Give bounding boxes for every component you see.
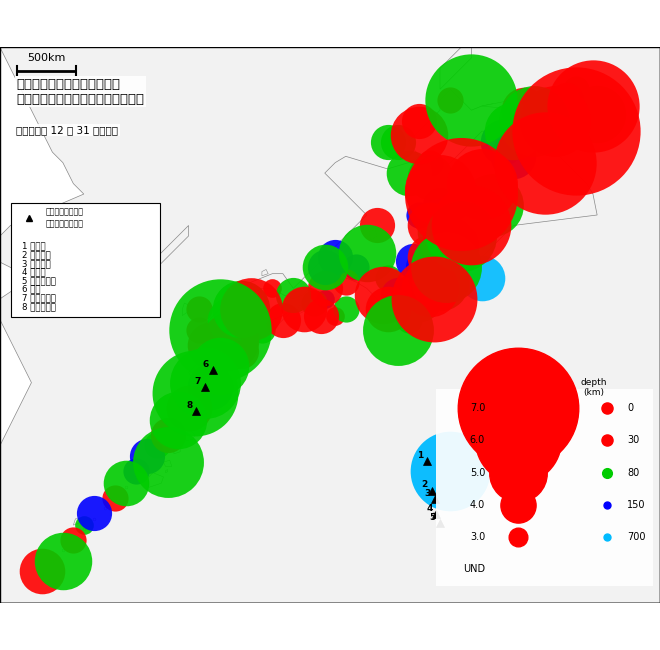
Text: 7: 7 [195,377,201,386]
Text: 6 桜島: 6 桜島 [22,285,41,294]
Polygon shape [166,469,168,473]
Polygon shape [189,309,262,383]
Text: M: M [512,384,524,397]
Text: 2 海徳海山: 2 海徳海山 [22,250,51,259]
Polygon shape [214,378,222,393]
Polygon shape [335,246,352,257]
Text: 700: 700 [627,532,645,542]
Polygon shape [440,47,471,89]
Polygon shape [400,307,403,309]
Text: depth
(km): depth (km) [581,378,607,397]
Text: 2: 2 [422,480,428,489]
Text: 5: 5 [430,514,436,523]
Polygon shape [424,459,428,462]
Polygon shape [182,303,189,315]
Text: 震度１以上を観測した地震と
火山現象に関する警報発表中の火山: 震度１以上を観測した地震と 火山現象に関する警報発表中の火山 [16,78,145,106]
Text: 8 諏訪之瀬島: 8 諏訪之瀬島 [22,302,56,311]
Text: 1 西之島: 1 西之島 [22,242,46,251]
Text: 3 噴火浅根: 3 噴火浅根 [22,259,51,268]
Text: 4: 4 [426,504,432,512]
Polygon shape [164,460,172,467]
Polygon shape [105,226,189,309]
Polygon shape [241,309,293,330]
Polygon shape [0,47,660,603]
FancyBboxPatch shape [436,389,653,586]
Text: 7 薩摩硫黄島: 7 薩摩硫黄島 [22,293,56,302]
Polygon shape [262,270,268,276]
Text: 0: 0 [627,403,633,413]
Text: 3: 3 [425,489,431,498]
Text: 6: 6 [203,360,209,369]
FancyBboxPatch shape [11,203,160,317]
Text: 30: 30 [627,436,640,445]
Text: 1: 1 [416,451,423,460]
Polygon shape [392,318,394,322]
Polygon shape [148,473,164,488]
Polygon shape [182,429,195,441]
Text: 5 福徳岡ノ場: 5 福徳岡ノ場 [22,276,56,285]
Text: 7.0: 7.0 [470,403,485,413]
Text: 500km: 500km [27,53,65,64]
Text: 3.0: 3.0 [470,532,485,542]
Text: UND: UND [463,564,485,575]
Text: 4 硫黄島: 4 硫黄島 [22,268,46,276]
Text: 火山現象に関する
警報発表中の火山: 火山現象に関する 警報発表中の火山 [46,208,84,228]
Polygon shape [405,301,407,305]
Polygon shape [199,104,597,341]
Text: 5.0: 5.0 [470,468,485,478]
Polygon shape [298,305,304,313]
Text: 4.0: 4.0 [470,500,485,510]
Polygon shape [174,445,180,454]
Polygon shape [434,512,438,515]
Text: 8: 8 [186,401,193,410]
Text: （令和４年 12 月 31 日現在）: （令和４年 12 月 31 日現在） [16,125,119,135]
Polygon shape [369,229,377,240]
Text: 80: 80 [627,468,640,478]
Text: 150: 150 [627,500,645,510]
Text: 6.0: 6.0 [470,436,485,445]
Polygon shape [207,393,214,399]
Polygon shape [482,99,524,111]
Polygon shape [409,89,513,169]
Polygon shape [73,519,82,525]
Polygon shape [396,313,398,315]
